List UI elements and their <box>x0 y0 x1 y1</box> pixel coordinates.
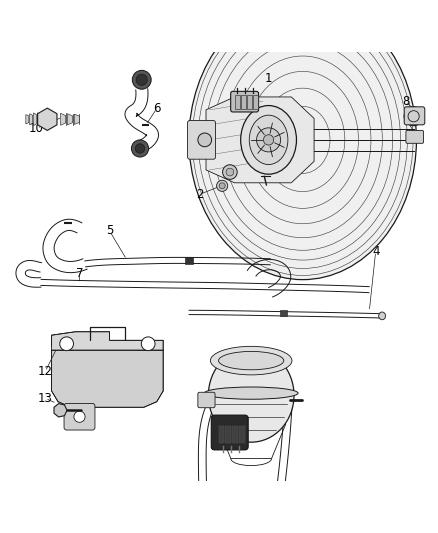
Polygon shape <box>45 115 48 124</box>
Polygon shape <box>280 310 287 316</box>
Polygon shape <box>38 108 57 131</box>
Circle shape <box>74 411 85 422</box>
Text: 6: 6 <box>153 102 160 115</box>
FancyBboxPatch shape <box>406 131 424 143</box>
FancyBboxPatch shape <box>64 403 95 430</box>
FancyBboxPatch shape <box>234 95 240 109</box>
Circle shape <box>131 140 148 157</box>
Polygon shape <box>67 114 73 125</box>
Text: 8: 8 <box>402 95 410 108</box>
Text: 10: 10 <box>29 122 44 135</box>
Circle shape <box>136 74 147 85</box>
FancyBboxPatch shape <box>240 95 246 109</box>
Ellipse shape <box>249 115 288 165</box>
Ellipse shape <box>210 346 292 375</box>
FancyBboxPatch shape <box>198 392 215 408</box>
Circle shape <box>257 128 281 152</box>
FancyBboxPatch shape <box>231 91 258 112</box>
FancyBboxPatch shape <box>404 107 425 125</box>
FancyBboxPatch shape <box>232 426 238 443</box>
Polygon shape <box>54 403 67 417</box>
Polygon shape <box>206 97 314 183</box>
Polygon shape <box>60 113 66 125</box>
Circle shape <box>223 165 237 180</box>
Polygon shape <box>52 350 163 407</box>
Circle shape <box>141 337 155 351</box>
Circle shape <box>219 183 225 189</box>
Polygon shape <box>74 114 80 124</box>
FancyBboxPatch shape <box>219 426 224 443</box>
Polygon shape <box>37 113 40 126</box>
Text: 4: 4 <box>372 245 379 258</box>
Circle shape <box>198 133 212 147</box>
Polygon shape <box>34 113 36 126</box>
Text: 1: 1 <box>265 72 272 85</box>
Circle shape <box>226 168 234 176</box>
Polygon shape <box>30 114 33 125</box>
Ellipse shape <box>189 0 417 280</box>
Circle shape <box>263 135 274 145</box>
Ellipse shape <box>219 351 284 370</box>
Circle shape <box>408 111 419 122</box>
Circle shape <box>60 337 74 351</box>
Text: 3: 3 <box>215 107 223 120</box>
Text: 12: 12 <box>38 365 53 378</box>
FancyBboxPatch shape <box>253 95 258 109</box>
Polygon shape <box>26 115 29 124</box>
Ellipse shape <box>204 387 298 399</box>
Polygon shape <box>52 332 163 350</box>
Polygon shape <box>41 114 44 125</box>
FancyBboxPatch shape <box>211 415 248 450</box>
Circle shape <box>404 107 423 126</box>
Ellipse shape <box>208 349 294 442</box>
FancyBboxPatch shape <box>187 120 215 159</box>
Circle shape <box>132 70 151 89</box>
Text: 13: 13 <box>38 392 53 405</box>
Text: 9: 9 <box>402 112 410 125</box>
Circle shape <box>217 180 228 191</box>
FancyBboxPatch shape <box>239 426 245 443</box>
FancyBboxPatch shape <box>247 95 252 109</box>
Text: 2: 2 <box>196 188 203 201</box>
Text: 5: 5 <box>106 224 113 237</box>
Ellipse shape <box>240 106 297 174</box>
Polygon shape <box>185 257 193 264</box>
FancyBboxPatch shape <box>226 426 231 443</box>
Text: 11: 11 <box>278 381 293 394</box>
Text: 7: 7 <box>76 267 83 280</box>
Ellipse shape <box>379 312 385 320</box>
Circle shape <box>135 144 145 153</box>
